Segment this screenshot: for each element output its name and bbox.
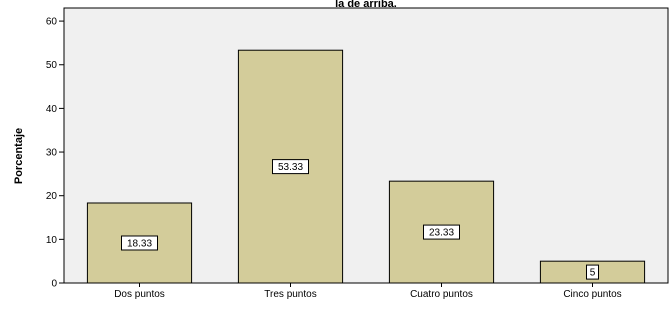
data-label: 53.33 xyxy=(278,162,303,173)
x-tick-label: Cinco puntos xyxy=(563,289,621,300)
data-label: 23.33 xyxy=(429,228,454,239)
data-label-box xyxy=(121,235,158,251)
y-axis: 0 10 20 30 40 50 60 xyxy=(46,17,64,290)
y-axis-title: Porcentaje xyxy=(13,128,25,184)
x-tick-label: Dos puntos xyxy=(114,289,165,300)
y-tick-label: 50 xyxy=(46,60,58,71)
y-tick-label: 0 xyxy=(51,279,57,290)
x-axis: Dos puntos Tres puntos Cuatro puntos Cinco … xyxy=(114,283,622,300)
data-label-box xyxy=(586,264,599,280)
chart-title: la de arriba. xyxy=(335,0,397,10)
y-tick-label: 60 xyxy=(46,17,58,28)
x-tick-label: Tres puntos xyxy=(264,289,316,300)
data-label-box xyxy=(272,159,309,175)
bars-group: 18.33 53.33 23.33 5 xyxy=(86,49,646,284)
y-tick-label: 40 xyxy=(46,104,58,115)
x-tick-label: Cuatro puntos xyxy=(410,289,473,300)
data-label-box xyxy=(423,224,460,240)
y-tick-label: 20 xyxy=(46,191,58,202)
data-label: 18.33 xyxy=(127,238,152,249)
y-tick-label: 10 xyxy=(46,235,58,246)
data-label: 5 xyxy=(590,268,596,279)
y-tick-label: 30 xyxy=(46,148,58,159)
